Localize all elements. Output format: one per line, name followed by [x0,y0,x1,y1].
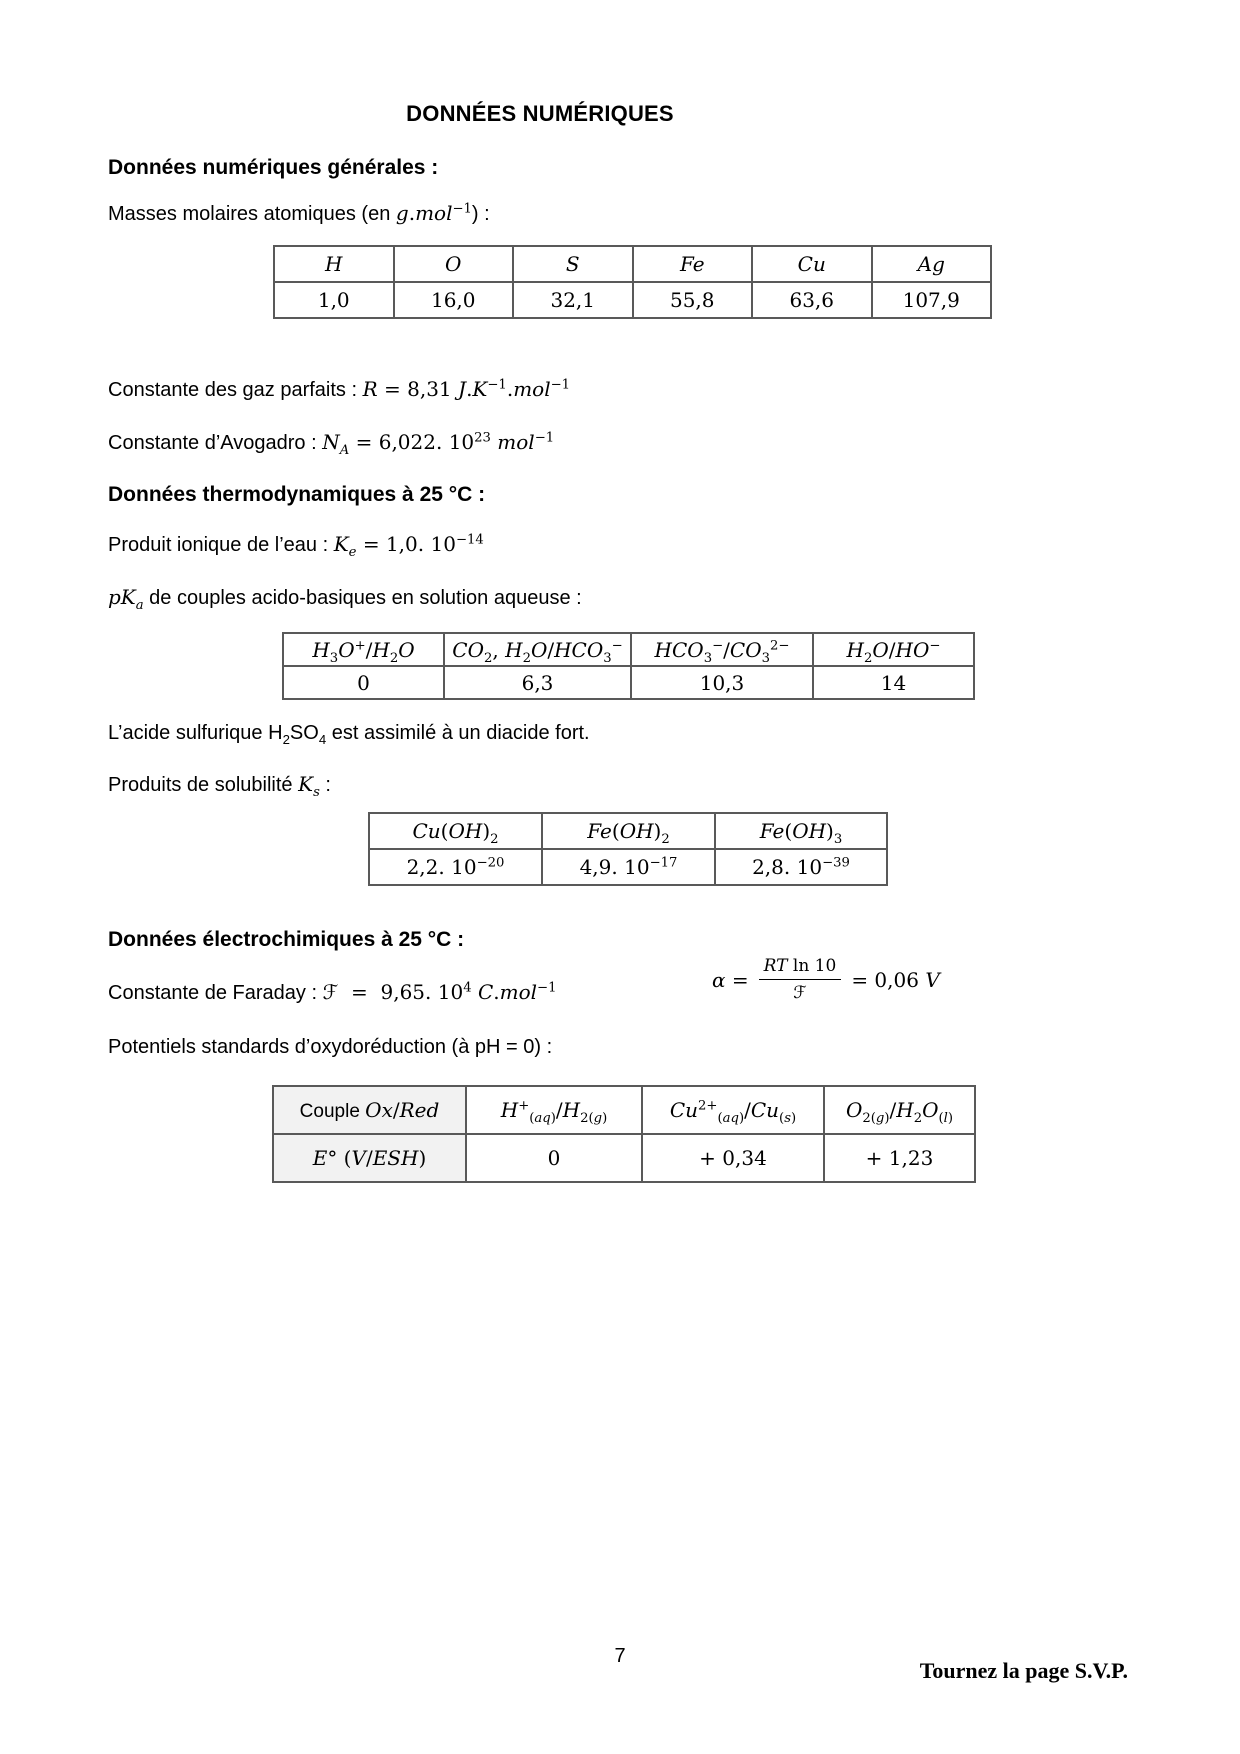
potential-row: E° (V/ESH) 0 + 0,34 + 1,23 [272,1133,976,1183]
pka-value-row: 0 6,3 10,3 14 [282,665,975,700]
alpha-denominator: ℱ [793,983,807,1003]
table-value-cell: 2,2. 10−20 [368,848,543,886]
alpha-formula: α = RT ln 10 ℱ = 0,06 V [712,956,940,1003]
solubility-header-row: Cu(OH)2 Fe(OH)2 Fe(OH)3 [368,812,888,850]
alpha-lhs: α = [712,967,749,992]
table-header-cell: H3O+/H2O [282,632,445,667]
table-header-cell: Couple Ox/Red [272,1085,467,1135]
couple-row: Couple Ox/Red H+(aq)/H2(g) Cu2+(aq)/Cu(s… [272,1085,976,1135]
faraday-line: Constante de Faraday : ℱ = 9,65. 104 C.m… [108,980,557,1004]
alpha-rhs: = 0,06 V [851,967,940,992]
solubility-value-row: 2,2. 10−20 4,9. 10−17 2,8. 10−39 [368,848,888,886]
solubility-table: Cu(OH)2 Fe(OH)2 Fe(OH)3 2,2. 10−20 4,9. … [368,812,888,886]
gas-constant-line: Constante des gaz parfaits : R = 8,31 J.… [108,377,571,401]
table-header-cell: H [273,245,395,283]
alpha-numerator: RT ln 10 [758,956,842,980]
table-value-cell: 1,0 [273,281,395,319]
table-header-cell: Cu(OH)2 [368,812,543,850]
table-value-cell: 63,6 [751,281,873,319]
section-heading-electro: Données électrochimiques à 25 °C : [108,928,465,951]
avogadro-line: Constante d’Avogadro : NA = 6,022. 1023 … [108,430,555,458]
table-header-cell: O [392,245,514,283]
molar-mass-value-row: 1,0 16,0 32,1 55,8 63,6 107,9 [273,281,992,319]
table-value-cell: 55,8 [631,281,753,319]
molar-mass-header-row: H O S Fe Cu Ag [273,245,992,283]
ks-intro: Produits de solubilité Ks : [108,772,331,800]
table-header-cell: E° (V/ESH) [272,1133,467,1183]
potentials-intro: Potentiels standards d’oxydoréduction (à… [108,1036,553,1058]
molar-masses-intro: Masses molaires atomiques (en g.mol−1) : [108,201,490,225]
table-header-cell: Fe [631,245,753,283]
table-header-cell: Fe(OH)3 [714,812,888,850]
table-value-cell: 2,8. 10−39 [714,848,888,886]
table-header-cell: Fe(OH)2 [541,812,716,850]
page-title: DONNÉES NUMÉRIQUES [406,101,674,126]
pka-table: H3O+/H2O CO2, H2O/HCO3− HCO3−/CO32− H2O/… [282,632,975,700]
table-value-cell: 10,3 [630,665,814,700]
pka-header-row: H3O+/H2O CO2, H2O/HCO3− HCO3−/CO32− H2O/… [282,632,975,667]
table-value-cell: 32,1 [512,281,634,319]
alpha-fraction: RT ln 10 ℱ [758,956,842,1003]
table-value-cell: + 0,34 [641,1133,825,1183]
pka-intro: pKa de couples acido-basiques en solutio… [108,585,582,613]
table-header-cell: CO2, H2O/HCO3− [443,632,632,667]
table-header-cell: H2O/HO− [812,632,975,667]
table-value-cell: 6,3 [443,665,632,700]
water-ionic-line: Produit ionique de l’eau : Ke = 1,0. 10−… [108,532,484,560]
table-value-cell: + 1,23 [823,1133,976,1183]
section-heading-general: Données numériques générales : [108,156,439,179]
table-value-cell: 4,9. 10−17 [541,848,716,886]
table-value-cell: 0 [282,665,445,700]
standard-potentials-table: Couple Ox/Red H+(aq)/H2(g) Cu2+(aq)/Cu(s… [272,1085,976,1183]
turn-page-note: Tournez la page S.V.P. [919,1658,1128,1683]
table-value-cell: 0 [465,1133,643,1183]
table-header-cell: H+(aq)/H2(g) [465,1085,643,1135]
table-value-cell: 107,9 [870,281,992,319]
table-header-cell: Cu [751,245,873,283]
table-value-cell: 14 [812,665,975,700]
page-number: 7 [614,1645,626,1667]
table-value-cell: 16,0 [392,281,514,319]
table-header-cell: S [512,245,634,283]
table-header-cell: Cu2+(aq)/Cu(s) [641,1085,825,1135]
molar-mass-table: H O S Fe Cu Ag 1,0 16,0 32,1 55,8 63,6 1… [273,245,992,319]
table-header-cell: HCO3−/CO32− [630,632,814,667]
table-header-cell: O2(g)/H2O(l) [823,1085,976,1135]
sulfuric-acid-note: L’acide sulfurique H2SO4 est assimilé à … [108,722,590,747]
section-heading-thermo: Données thermodynamiques à 25 °C : [108,483,486,506]
table-header-cell: Ag [870,245,992,283]
